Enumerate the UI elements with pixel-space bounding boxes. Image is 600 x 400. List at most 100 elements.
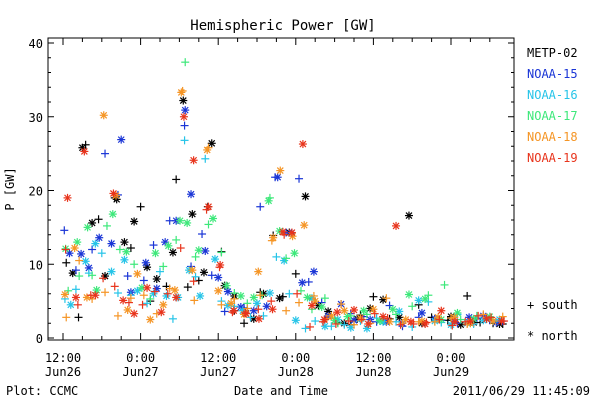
south-point	[123, 272, 132, 281]
north-point	[262, 302, 271, 311]
south-point	[246, 313, 255, 322]
hemisphere-legend-entry: * north	[527, 329, 578, 343]
north-point	[152, 275, 161, 283]
north-point	[317, 303, 326, 312]
south-point	[190, 296, 199, 305]
south-point	[163, 289, 172, 298]
data-points	[60, 58, 509, 333]
north-point	[107, 267, 116, 276]
south-point	[97, 249, 106, 258]
north-point	[269, 233, 278, 242]
south-point	[198, 230, 207, 239]
south-point	[176, 244, 185, 253]
north-point	[181, 106, 190, 115]
south-point	[256, 291, 265, 300]
north-point	[207, 139, 216, 148]
south-point	[207, 271, 216, 280]
plot-frame	[47, 37, 515, 341]
north-point	[168, 248, 177, 257]
north-point	[188, 210, 197, 219]
south-point	[149, 241, 158, 250]
north-point	[275, 294, 284, 303]
north-point	[204, 202, 213, 211]
x-tick-date: Jun27	[123, 365, 159, 379]
south-point	[350, 320, 358, 329]
x-tick-date: Jun29	[433, 365, 469, 379]
hemisphere-legend-entry: + south	[527, 298, 578, 312]
north-point	[201, 246, 210, 255]
legend: METP-02 NOAA-15 NOAA-16 NOAA-17 NOAA-18 NOAA-…	[527, 46, 578, 165]
north-point	[327, 311, 336, 320]
south-point	[293, 289, 302, 298]
north-point	[83, 223, 92, 232]
north-point	[320, 315, 329, 324]
north-point	[276, 166, 285, 175]
legend-entry: NOAA-18	[527, 130, 578, 144]
north-point	[199, 268, 208, 277]
south-point	[272, 252, 281, 261]
north-point	[108, 210, 117, 219]
south-point	[102, 221, 111, 230]
north-point	[291, 316, 300, 325]
north-point	[95, 233, 104, 242]
south-point	[309, 291, 318, 300]
south-point	[369, 292, 378, 301]
north-point	[188, 266, 197, 275]
north-point	[223, 287, 232, 296]
north-point	[406, 317, 415, 326]
south-point	[75, 256, 84, 265]
north-point	[359, 306, 368, 315]
north-point	[68, 269, 77, 278]
north-point	[120, 238, 129, 247]
north-point	[176, 216, 185, 225]
south-point	[254, 305, 263, 314]
north-point	[453, 308, 462, 317]
south-point	[60, 226, 69, 235]
south-point	[304, 277, 313, 286]
south-point	[291, 269, 300, 278]
north-point	[91, 239, 100, 248]
north-point	[404, 290, 413, 299]
north-point	[183, 218, 192, 227]
south-point	[159, 262, 168, 271]
south-point	[126, 294, 135, 303]
south-point	[113, 289, 122, 298]
x-tick-date: Jun27	[200, 365, 236, 379]
north-point	[119, 296, 128, 305]
north-point	[350, 316, 358, 325]
north-point	[70, 244, 79, 253]
south-point	[146, 294, 155, 303]
south-point	[461, 317, 470, 326]
north-point	[379, 295, 388, 304]
south-point	[217, 300, 226, 309]
north-point	[172, 293, 181, 302]
north-point	[60, 290, 69, 299]
south-point	[243, 304, 252, 313]
north-point	[170, 286, 179, 295]
y-tick-label: 40	[29, 37, 43, 51]
north-point	[330, 316, 339, 325]
north-point	[123, 305, 132, 314]
south-point	[479, 310, 488, 319]
north-point	[287, 228, 296, 237]
south-point	[331, 319, 340, 328]
south-point	[115, 245, 124, 254]
north-point	[65, 249, 74, 258]
north-point	[356, 314, 365, 323]
south-point	[295, 174, 304, 183]
north-point	[264, 196, 273, 205]
south-point	[189, 277, 198, 286]
north-point	[203, 145, 212, 154]
south-point	[463, 291, 472, 300]
north-point	[179, 112, 188, 121]
legend-entry: NOAA-17	[527, 109, 578, 123]
south-point	[285, 289, 294, 298]
north-point	[309, 267, 318, 276]
south-point	[172, 235, 181, 244]
south-point	[124, 298, 133, 307]
legend-entry: NOAA-16	[527, 88, 578, 102]
north-point	[254, 267, 263, 276]
north-point	[84, 263, 93, 272]
north-point	[311, 297, 320, 306]
x-axis-label: Date and Time	[234, 384, 328, 398]
